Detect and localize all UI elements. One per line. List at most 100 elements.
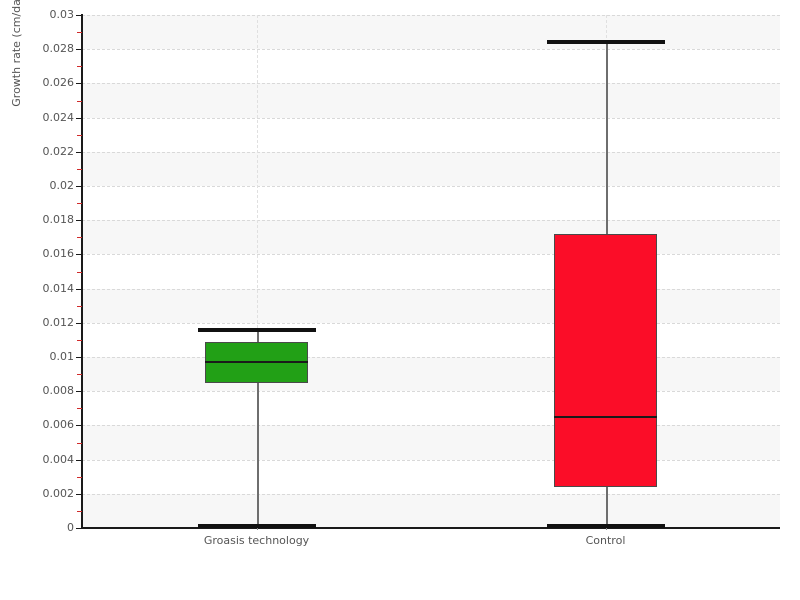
y-axis-tick-label-wrap: 0.004 <box>0 453 75 466</box>
y-axis-tick-label: 0.02 <box>49 179 75 192</box>
y-axis-tick-label-wrap: 0.014 <box>0 282 75 295</box>
horizontal-gridline <box>82 15 780 16</box>
horizontal-gridline <box>82 425 780 427</box>
horizontal-gridline <box>82 288 780 290</box>
y-axis-tick-label-wrap: 0.018 <box>0 213 75 226</box>
whisker-line <box>257 329 259 527</box>
y-axis-tick-label: 0.006 <box>42 418 75 431</box>
y-axis-tick-label: 0.012 <box>42 316 75 329</box>
y-axis-minor-tick <box>77 511 82 512</box>
y-axis-minor-tick <box>77 306 82 307</box>
y-axis-minor-tick <box>77 237 82 238</box>
grid-band <box>82 15 780 50</box>
horizontal-gridline <box>82 151 780 153</box>
y-axis-tick-label-wrap: 0.022 <box>0 145 75 158</box>
horizontal-gridline <box>82 117 780 119</box>
horizontal-gridline <box>82 186 780 187</box>
y-axis-minor-tick <box>77 443 82 444</box>
y-axis-tick-label-wrap: 0.028 <box>0 42 75 55</box>
y-axis-minor-tick <box>77 32 82 33</box>
grid-band <box>82 493 780 528</box>
grid-band <box>82 425 780 460</box>
y-axis-tick-label: 0 <box>67 521 74 534</box>
y-axis-tick <box>76 15 82 16</box>
y-axis-tick-label-wrap: 0.002 <box>0 487 75 500</box>
y-axis-minor-tick <box>77 135 82 136</box>
y-axis-tick-label-wrap: 0 <box>0 522 74 533</box>
horizontal-gridline <box>82 322 780 324</box>
grid-band <box>82 151 780 186</box>
y-axis-tick-label-wrap: 0.008 <box>0 384 75 397</box>
y-axis-tick <box>76 460 82 461</box>
y-axis-minor-tick <box>77 477 82 478</box>
y-axis-tick <box>76 357 82 358</box>
y-axis-minor-tick <box>77 66 82 67</box>
y-axis-tick-label: 0.022 <box>42 145 75 158</box>
y-axis-tick <box>76 186 82 187</box>
whisker-cap-lower <box>197 524 316 529</box>
horizontal-gridline <box>82 254 780 256</box>
y-axis-minor-tick <box>77 374 82 375</box>
y-axis-tick-label: 0.03 <box>49 8 75 21</box>
y-axis-tick-label-wrap: 0.024 <box>0 111 75 124</box>
x-axis-category-label: Control <box>585 534 626 547</box>
y-axis-tick-label: 0.01 <box>49 350 75 363</box>
y-axis-tick <box>76 220 82 221</box>
y-axis-minor-tick <box>77 340 82 341</box>
y-axis-tick <box>76 425 82 426</box>
y-axis-minor-tick <box>77 203 82 204</box>
whisker-cap-lower <box>546 524 665 529</box>
y-axis-tick <box>76 83 82 84</box>
y-axis-tick <box>76 391 82 392</box>
horizontal-gridline <box>82 220 780 222</box>
y-axis-tick <box>76 289 82 290</box>
y-axis-tick <box>76 118 82 119</box>
y-axis-tick-label: 0.008 <box>42 384 75 397</box>
whisker-cap-upper <box>546 40 665 45</box>
y-axis-tick-label: 0.028 <box>42 42 75 55</box>
y-axis-tick <box>76 323 82 324</box>
y-axis-tick-label: 0.026 <box>42 76 75 89</box>
grid-band <box>82 83 780 118</box>
grid-band <box>82 220 780 255</box>
y-axis-tick-label: 0.004 <box>42 453 75 466</box>
plot-area <box>82 15 780 528</box>
horizontal-gridline <box>82 493 780 495</box>
y-axis-tick-label-wrap: 0.02 <box>0 179 75 192</box>
x-axis-category-label: Groasis technology <box>203 534 310 547</box>
y-axis-minor-tick <box>77 408 82 409</box>
horizontal-gridline <box>82 391 780 393</box>
grid-band <box>82 357 780 392</box>
y-axis-tick-label-wrap: 0.03 <box>0 8 75 21</box>
y-axis-tick <box>76 528 82 529</box>
horizontal-gridline <box>82 49 780 51</box>
y-axis-tick-label: 0.024 <box>42 111 75 124</box>
median-line <box>554 415 657 418</box>
y-axis-tick-label: 0.014 <box>42 282 75 295</box>
box-body <box>554 233 657 487</box>
vertical-gridline <box>256 15 258 528</box>
whisker-cap-upper <box>197 327 316 332</box>
y-axis-tick <box>76 494 82 495</box>
y-axis-tick <box>76 254 82 255</box>
y-axis-tick-label: 0.018 <box>42 213 75 226</box>
y-axis-minor-tick <box>77 272 82 273</box>
grid-band <box>82 288 780 323</box>
y-axis-tick-label: 0.002 <box>42 487 75 500</box>
y-axis-minor-tick <box>77 169 82 170</box>
horizontal-gridline <box>82 83 780 85</box>
y-axis-tick-label-wrap: 0.006 <box>0 418 75 431</box>
x-axis-line <box>81 527 780 529</box>
y-axis-tick-label: 0.016 <box>42 247 75 260</box>
y-axis-tick-label-wrap: 0.026 <box>0 76 75 89</box>
horizontal-gridline <box>82 459 780 461</box>
y-axis-line <box>81 14 83 529</box>
y-axis-tick-label-wrap: 0.01 <box>0 350 75 363</box>
median-line <box>205 361 308 364</box>
y-axis-tick-label-wrap: 0.012 <box>0 316 75 329</box>
y-axis-tick <box>76 152 82 153</box>
horizontal-gridline <box>82 357 780 358</box>
y-axis-tick <box>76 49 82 50</box>
y-axis-tick-label-wrap: 0.016 <box>0 247 75 260</box>
